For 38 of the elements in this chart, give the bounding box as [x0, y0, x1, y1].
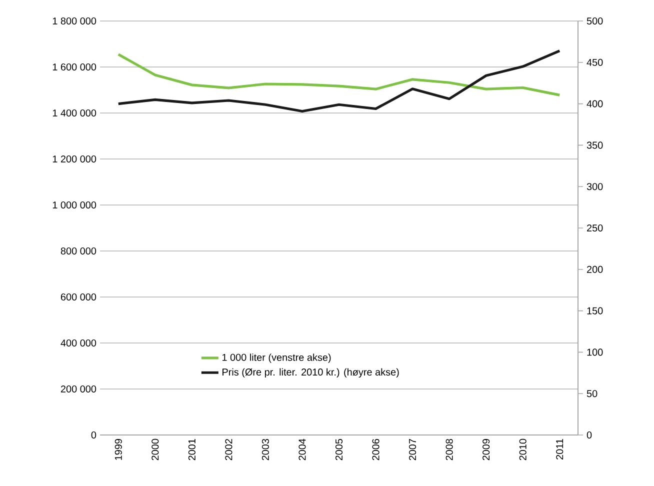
- y2-tick-label: 50: [586, 390, 598, 398]
- x-tick-label: 2001: [188, 439, 196, 460]
- y-tick-label: 1 200 000: [52, 155, 96, 163]
- y2-tick-label: 450: [586, 58, 603, 66]
- y-tick-label: 400 000: [60, 339, 96, 347]
- x-tick-label: 2006: [372, 438, 380, 460]
- line-series: [117, 50, 561, 113]
- x-tick-label: 2007: [409, 439, 416, 460]
- y-tick-label: 1 400 000: [52, 109, 96, 117]
- x-tick-label: 2004: [298, 438, 306, 460]
- x-tick-label: 2008: [446, 438, 453, 460]
- x-tick-label: 2000: [152, 438, 159, 460]
- x-tick-label: 2002: [225, 439, 232, 460]
- x-tick-label: 2010: [519, 438, 526, 460]
- y-tick-label: 1 000 000: [52, 201, 96, 209]
- y2-tick-label: 400: [586, 100, 603, 108]
- y2-tick-label: 250: [587, 224, 603, 232]
- y-tick-label: 200 000: [60, 385, 96, 393]
- line-series: [117, 53, 561, 96]
- y-tick-label: 600 000: [60, 293, 96, 301]
- y2-tick-label: 350: [586, 142, 603, 149]
- y-tick-label: 0: [91, 431, 96, 439]
- y2-tick-label: 500: [586, 17, 603, 25]
- y-tick-label: 800 000: [60, 247, 96, 255]
- legend-label: 1 000 liter (venstre akse): [222, 354, 331, 363]
- x-tick-label: 1999: [114, 438, 122, 460]
- x-tick-label: 2003: [262, 438, 269, 460]
- legend-label: Pris (Øre pr. liter. 2010 kr.) (høyre akse): [222, 368, 399, 378]
- y2-tick-label: 150: [587, 307, 603, 314]
- y2-tick-label: 300: [586, 183, 603, 190]
- x-tick-label: 2005: [335, 438, 343, 460]
- y2-tick-label: 100: [587, 348, 603, 356]
- y2-tick-label: 0: [586, 431, 592, 439]
- y-tick-label: 1 600 000: [52, 63, 96, 71]
- x-tick-label: 2009: [482, 438, 490, 460]
- y-tick-label: 1 800 000: [52, 17, 96, 25]
- y2-tick-label: 200: [587, 266, 603, 273]
- x-tick-label: 2011: [556, 439, 564, 460]
